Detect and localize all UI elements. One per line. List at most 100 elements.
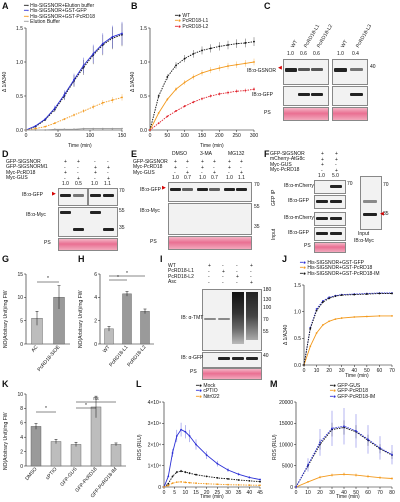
ratio-c-2: 0.6: [313, 51, 320, 57]
mw-i-4: 55: [263, 329, 269, 335]
blot-d-sign: +: [77, 175, 80, 182]
blot-label-d-0: IB:α-GFP: [22, 192, 43, 198]
mw-f-inset-1: 35: [383, 211, 389, 217]
panel-letter-b: B: [131, 1, 138, 11]
chart-b-ytick-label: 0.0: [140, 128, 147, 134]
chart-b-point: [227, 91, 229, 94]
chart-l-xtick-label: 35: [236, 490, 242, 496]
chart-a-point: [25, 129, 27, 131]
chart-l-point: [227, 483, 229, 486]
ratio-f-0: 1.0: [318, 173, 325, 179]
band: [90, 211, 101, 214]
chart-b-ytick-label: 1.5: [140, 26, 147, 32]
side-label-f-1: Input: [271, 228, 277, 240]
legend-m-item-0: ━● GFP-GUS: [330, 383, 361, 389]
row-e-2: Myc-GUS: [133, 169, 155, 176]
chart-g-ytick-label: 10: [17, 295, 23, 301]
chart-g-ytick-label: 0: [20, 342, 23, 348]
chart-b-series-line: [149, 88, 255, 131]
chart-b-point: [218, 67, 221, 70]
chart-m-point: [367, 475, 369, 478]
chart-g-category-label: PcRD18-SlOE: [36, 344, 62, 373]
chart-j: 0.0 0.5 1.0 1.5 0 10 20 30 40 50 60 70: [294, 283, 395, 374]
mw-d-2: 35: [119, 225, 125, 231]
chart-a-point: [53, 128, 56, 131]
chart-m-point: [367, 438, 369, 441]
chart-b-point: [166, 115, 169, 118]
chart-k-sig-ns: ns: [93, 396, 99, 402]
legend-m: ━● GFP-GUS ━● GFP-PcRD18 ━● GFP-PcRD18-I…: [330, 383, 375, 400]
chart-l-point: [195, 443, 197, 446]
band: [232, 357, 244, 360]
chart-l-point: [171, 452, 174, 454]
chart-a-point: [111, 99, 114, 101]
panel-letter-g: G: [2, 254, 10, 264]
blot-f-sign: +: [335, 156, 338, 163]
tmt-smear: [232, 292, 244, 344]
blot-f-sign: +: [335, 151, 338, 157]
chart-b-point: [235, 63, 238, 66]
chart-a-point: [111, 127, 114, 130]
chart-l-point: [237, 473, 240, 476]
blot-i-sign: +: [222, 268, 225, 275]
chart-b-point: [218, 45, 221, 48]
row-f-0: GFP-SlGSNOR: [270, 151, 305, 157]
chart-j-ytick-label: 1.0: [294, 309, 301, 315]
blot-e-sign: +: [228, 164, 231, 171]
blot-e-sign: +: [186, 159, 189, 165]
blot-i-sign: -: [208, 279, 210, 286]
chart-l-point: [167, 475, 170, 478]
chart-a-point: [82, 110, 85, 112]
chart-b-point: [192, 76, 195, 78]
chart-m-xtick-label: 80: [389, 490, 395, 496]
chart-l-point: [180, 470, 182, 472]
band: [60, 194, 71, 197]
blot-e-sign: -: [240, 164, 242, 171]
blot-e-sign: +: [186, 170, 189, 176]
panel-letter-c: C: [264, 1, 271, 11]
chart-a-point: [121, 127, 123, 130]
chart-m-series-line: [295, 473, 393, 488]
chart-g-sig-star: *: [47, 276, 49, 282]
arrow-marker: ◀: [278, 65, 282, 71]
chart-l-point: [184, 481, 187, 484]
chart-k-category-label: cPTIO: [45, 466, 59, 481]
chart-b-point: [209, 47, 212, 50]
mw-e-2: 35: [254, 224, 260, 230]
chart-b-point: [175, 110, 177, 112]
blot-d-sign: -: [64, 164, 66, 171]
treatment-e-2: MG132: [228, 151, 245, 157]
chart-g-ytick-label: 5: [20, 318, 23, 324]
ponceau-e: [168, 236, 252, 250]
chart-h-ytick-label: 6: [94, 272, 97, 278]
chart-l-point: [180, 428, 182, 431]
chart-b-series-line: [149, 41, 255, 131]
blot-e-sign: +: [201, 159, 204, 165]
chart-k-sig-star: *: [85, 403, 87, 409]
blot-e-sign: +: [240, 170, 243, 176]
chart-b-point: [218, 93, 221, 95]
lane-c-4: PcRD18-L3: [355, 23, 374, 49]
chart-l-point: [205, 454, 208, 457]
chart-a: 0.0 0.5 1.0 1.5 0 50 100 150: [16, 21, 126, 139]
band: [209, 188, 220, 191]
band: [363, 213, 377, 216]
chart-h-ytick-label: 0: [94, 342, 97, 348]
ponceau-i: [202, 368, 262, 380]
band: [330, 217, 342, 220]
chart-h-sig-star: *: [126, 271, 128, 277]
chart-l-point: [188, 481, 191, 484]
chart-b-point: [244, 89, 247, 92]
chart-m: 0 5000 10000 15000 20000 0 10 20 30 40 50 60 70 80: [279, 400, 395, 496]
band: [330, 185, 342, 188]
chart-m-ytick-label: 10000: [279, 442, 293, 448]
chart-g-ytick-label: 15: [17, 272, 23, 278]
xlabel-j: Time (min): [345, 373, 369, 379]
chart-m-xtick-label: 70: [377, 490, 383, 496]
chart-l-series-line: [163, 481, 261, 488]
mw-i-5: 40: [263, 353, 269, 359]
blot-f-sign: +: [321, 156, 324, 163]
chart-m-xtick-label: 20: [317, 490, 323, 496]
